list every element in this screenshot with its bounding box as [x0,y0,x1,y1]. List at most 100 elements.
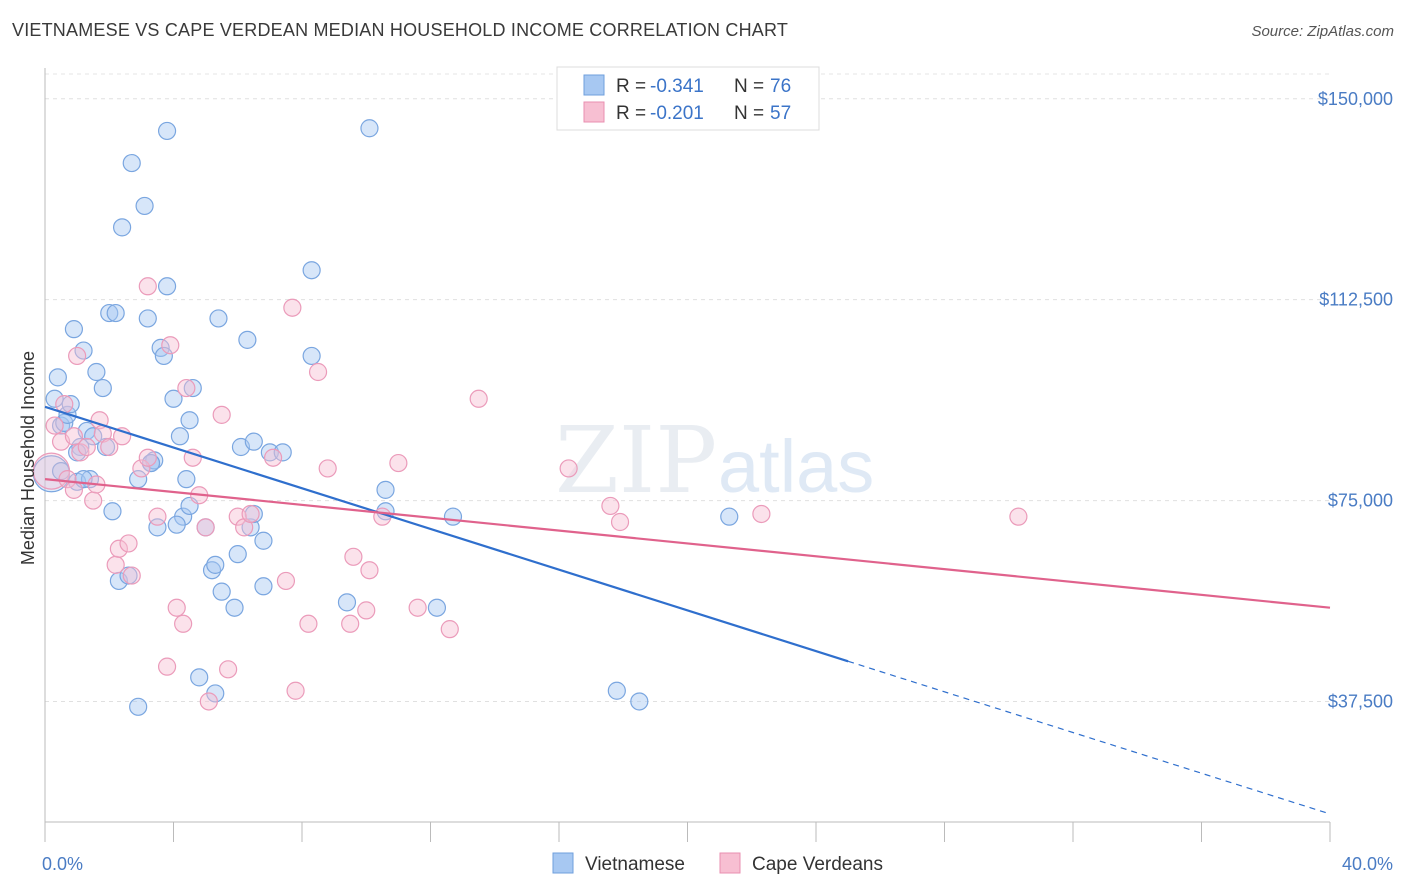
point-cape-verdean [341,614,360,633]
x-tick-labels: 0.0% 40.0% [42,854,1393,874]
point-vietnamese [376,480,395,499]
point-vietnamese [154,346,173,366]
point-vietnamese [244,432,263,451]
point-vietnamese [630,692,649,711]
point-cape-verdean [1009,507,1028,526]
trend-vietnamese-extrapolated [847,660,1331,815]
point-cape-verdean [64,480,84,499]
legend-swatch [583,74,605,96]
chart-title: VIETNAMESE VS CAPE VERDEAN MEDIAN HOUSEH… [12,20,789,40]
legend-r-label: R = [616,103,646,124]
y-tick-labels: $37,500 $75,000 $112,500 $150,000 [1318,89,1393,712]
y-tick-label: $75,000 [1328,491,1393,511]
point-cape-verdean [183,448,202,467]
point-vietnamese [48,368,67,387]
point-cape-verdean [64,427,84,446]
point-vietnamese [302,261,321,280]
point-vietnamese [720,507,739,526]
point-vietnamese [212,582,231,601]
watermark-atlas: atlas [718,425,874,508]
trend-vietnamese [44,405,849,663]
point-cape-verdean [167,598,186,617]
point-vietnamese [64,320,84,339]
data-points [32,119,1028,716]
point-cape-verdean [138,448,157,467]
point-vietnamese [337,593,357,612]
point-vietnamese [93,378,112,398]
y-tick-label: $37,500 [1328,691,1393,711]
point-cape-verdean [138,277,157,296]
point-cape-verdean [196,518,215,537]
point-cape-verdean [601,496,620,516]
point-vietnamese [302,346,321,366]
point-vietnamese [106,303,125,323]
point-vietnamese [167,515,186,534]
legend-swatch [583,101,605,123]
point-vietnamese [443,507,463,526]
trend-cape-verdean [44,478,1331,609]
point-cape-verdean [308,362,328,382]
point-vietnamese [177,470,196,489]
legend-n-value: 76 [770,76,791,97]
point-vietnamese [61,395,80,414]
point-cape-verdean [68,346,87,366]
axes [44,68,1331,842]
point-vietnamese [157,121,177,141]
point-cape-verdean [318,459,337,478]
legend-r-value: -0.341 [650,76,704,97]
point-cape-verdean [752,504,771,524]
legend-n-label: N = [734,76,764,97]
point-vietnamese [254,531,273,550]
point-vietnamese [45,389,64,408]
point-vietnamese [225,598,244,617]
point-vietnamese [228,545,247,564]
point-vietnamese [112,218,132,237]
point-vietnamese [273,443,292,462]
legend-r-label: R = [616,76,646,97]
point-cape-verdean [360,561,379,580]
point-vietnamese [141,453,161,473]
point-vietnamese [170,427,190,446]
point-vietnamese [129,697,148,716]
point-cape-verdean [263,448,283,467]
point-cape-verdean [58,470,77,489]
point-cape-verdean [469,389,488,408]
point-vietnamese [254,577,273,596]
legend-swatch [719,852,741,874]
point-vietnamese [238,330,257,349]
point-cape-verdean [344,547,363,566]
legend-n-label: N = [734,103,764,124]
legend-r-value: -0.201 [650,103,704,124]
legend-swatch [552,852,574,874]
point-vietnamese [241,518,260,537]
point-vietnamese [87,362,106,382]
point-vietnamese [360,119,379,138]
point-vietnamese [103,502,122,521]
point-cape-verdean [389,453,408,473]
point-vietnamese [164,389,183,408]
y-tick-label: $150,000 [1318,89,1393,109]
point-vietnamese [71,437,90,457]
trend-lines [44,405,1331,815]
legend-series-label: Vietnamese [585,854,685,875]
point-cape-verdean [177,378,196,398]
point-cape-verdean [299,614,318,633]
point-vietnamese [607,681,626,700]
point-cape-verdean [122,566,141,585]
point-cape-verdean [100,437,119,457]
x-tick-label: 0.0% [42,854,83,874]
point-vietnamese [190,668,209,687]
point-cape-verdean [408,598,427,617]
point-cape-verdean [283,298,302,317]
point-vietnamese [100,303,119,323]
point-cape-verdean [148,507,167,526]
point-vietnamese [206,555,225,574]
x-tick-label: 40.0% [1342,854,1393,874]
legend-top: R = -0.341 N = 76 R = -0.201 N = 57 [556,66,820,131]
point-cape-verdean [219,660,238,679]
y-tick-label: $112,500 [1319,290,1393,310]
point-vietnamese [51,416,71,435]
point-cape-verdean [161,336,180,355]
point-vietnamese [202,561,222,580]
